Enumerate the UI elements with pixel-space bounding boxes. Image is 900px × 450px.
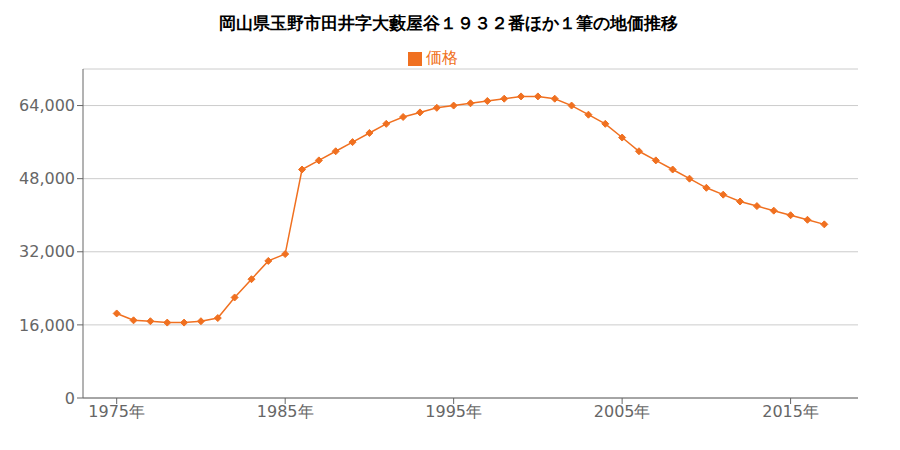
svg-text:1995年: 1995年 (425, 402, 482, 421)
html-text:岡山県玉野市田井字大藪屋谷１９３２番ほか１筆の地価推移: 岡山県玉野市田井字大藪屋谷１９３２番ほか１筆の地価推移 (218, 13, 678, 33)
svg-text:1985年: 1985年 (257, 402, 314, 421)
svg-text:64,000: 64,000 (19, 96, 75, 115)
svg-text:48,000: 48,000 (19, 169, 75, 188)
svg-text:0: 0 (65, 389, 75, 408)
svg-text:32,000: 32,000 (19, 242, 75, 261)
html-text:価格: 価格 (426, 48, 458, 67)
svg-text:2005年: 2005年 (594, 402, 651, 421)
svg-text:2015年: 2015年 (762, 402, 819, 421)
svg-text:16,000: 16,000 (19, 316, 75, 335)
svg-text:1975年: 1975年 (88, 402, 145, 421)
